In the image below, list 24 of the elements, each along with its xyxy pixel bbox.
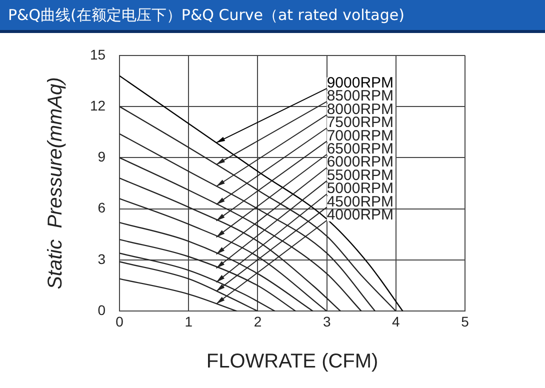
x-tick-label: 5 [461,313,470,330]
text: 8500RPM [326,88,394,105]
text: 4000RPM [326,206,394,224]
x-tick-label: 2 [254,313,262,330]
y-tick-label: 12 [90,97,106,114]
x-tick-label: 1 [184,313,193,330]
x-tick-label: 4 [392,313,400,330]
text: 7000RPM [326,127,394,144]
text: 5500RPM [326,166,394,184]
text: 5000RPM [326,180,394,198]
y-tick-label: 9 [98,148,106,165]
text: 4500RPM [326,193,394,210]
chart-title: P&Q曲线(在额定电压下）P&Q Curve（at rated voltage) [0,0,545,33]
text: 7500RPM [326,114,394,132]
y-tick-label: 15 [90,46,106,62]
x-tick-label: 3 [322,313,331,330]
text: 6000RPM [326,154,394,171]
y-tick-label: 3 [98,250,106,267]
text: 8000RPM [326,100,394,118]
y-tick-label: 6 [98,200,106,216]
y-tick-label: 0 [98,302,106,318]
x-axis-title: FLOWRATE (CFM) [206,350,378,373]
x-tick-label: 0 [116,313,124,330]
y-axis-title: Static Pressure(mmAq) [44,77,67,290]
